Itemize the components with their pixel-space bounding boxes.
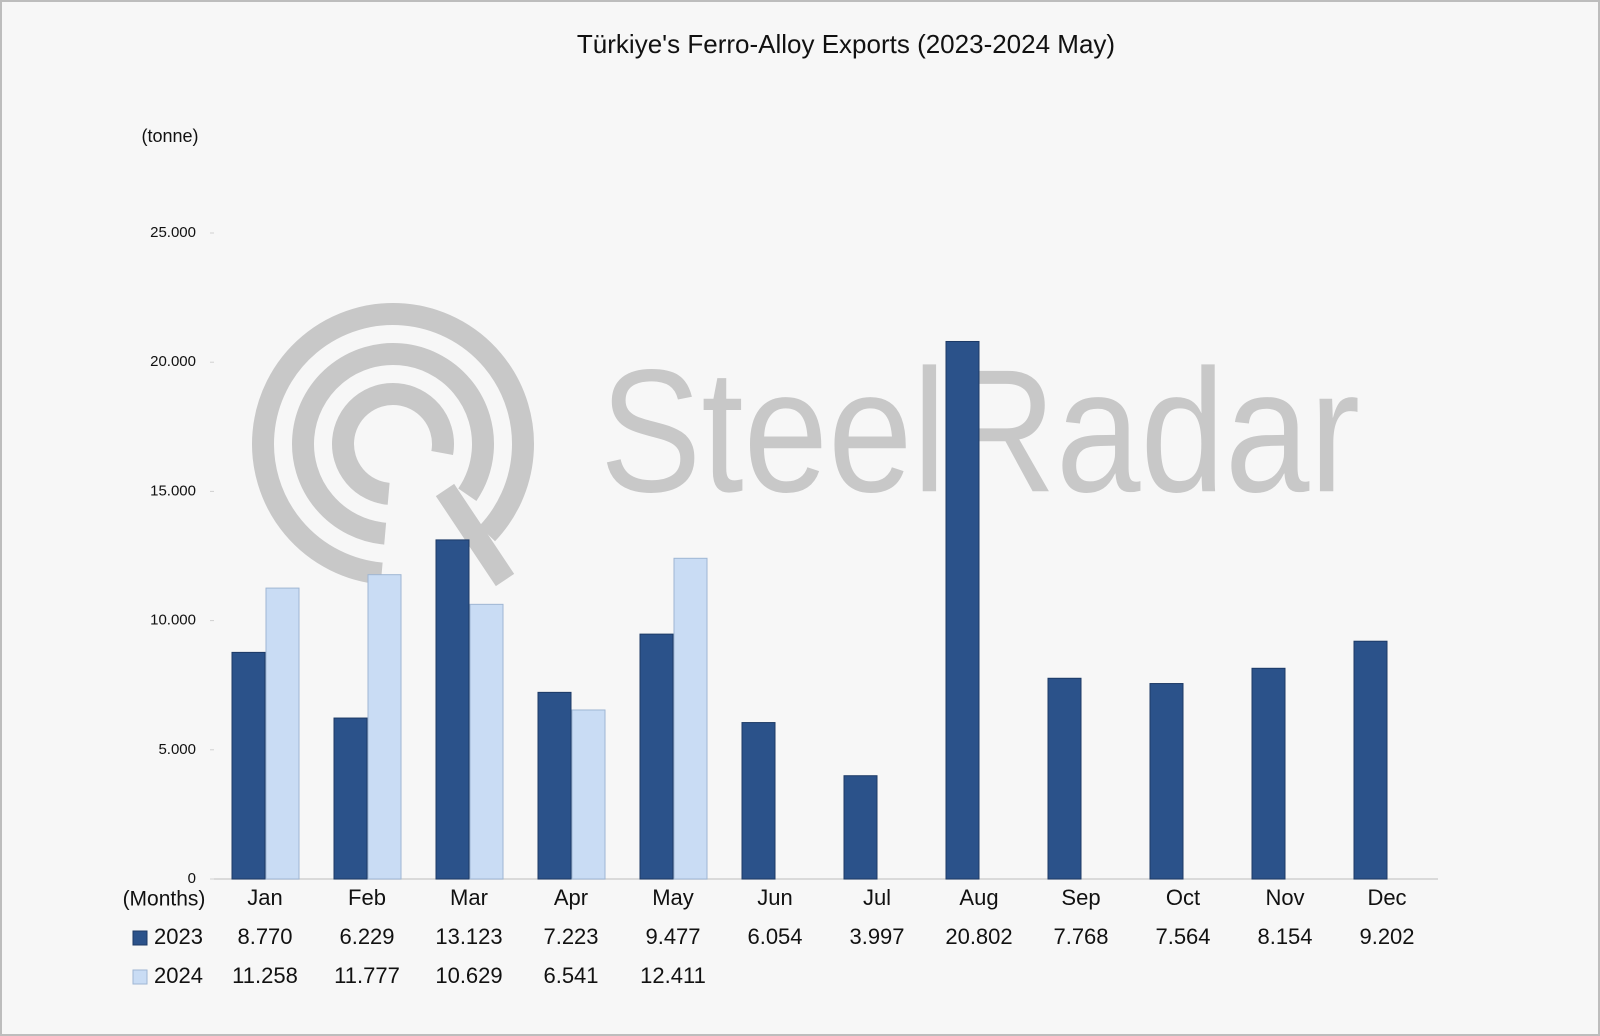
y-tick-label: 5.000 [158, 741, 196, 758]
bar [435, 539, 470, 880]
watermark-logo [252, 303, 534, 587]
x-tick-label: Sep [1061, 885, 1100, 910]
bar [333, 717, 368, 880]
x-tick-label: Aug [959, 885, 998, 910]
legend-swatch [132, 930, 148, 946]
chart-title: Türkiye's Ferro-Alloy Exports (2023-2024… [577, 29, 1115, 59]
bar [639, 633, 674, 880]
x-tick-label: Apr [554, 885, 588, 910]
bar [1047, 677, 1082, 880]
y-tick-label: 10.000 [150, 612, 196, 629]
legend-swatch [132, 969, 148, 985]
x-tick-label: Dec [1367, 885, 1406, 910]
data-label: 12.411 [640, 963, 706, 988]
bar [571, 709, 606, 880]
y-axis-label: (tonne) [141, 126, 198, 146]
x-tick-label: Feb [348, 885, 386, 910]
bar [469, 603, 504, 880]
y-tick-label: 0 [188, 870, 196, 887]
watermark: SteelRadar [600, 334, 1360, 529]
y-tick-label: 25.000 [150, 224, 196, 241]
data-label: 11.777 [334, 963, 400, 988]
x-tick-label: Oct [1166, 885, 1200, 910]
bar [537, 691, 572, 880]
bar [741, 722, 776, 880]
legend-label: 2024 [154, 963, 203, 988]
bar [367, 574, 402, 880]
data-label: 7.768 [1053, 924, 1108, 949]
x-tick-label: Nov [1265, 885, 1304, 910]
x-tick-label: Jan [247, 885, 282, 910]
legend-label: 2023 [154, 924, 203, 949]
data-label: 6.054 [747, 924, 802, 949]
data-label: 3.997 [849, 924, 904, 949]
bar [843, 775, 878, 880]
x-tick-label: Jul [863, 885, 891, 910]
data-label: 9.202 [1359, 924, 1414, 949]
bar [945, 340, 980, 880]
bar [265, 587, 300, 880]
bar [1251, 667, 1286, 880]
x-tick-label: Jun [757, 885, 792, 910]
bar [1353, 640, 1388, 880]
data-label: 7.223 [543, 924, 598, 949]
data-label: 8.770 [237, 924, 292, 949]
bar [231, 651, 266, 880]
data-label: 20.802 [945, 924, 1012, 949]
x-tick-label: Mar [450, 885, 488, 910]
data-label: 8.154 [1257, 924, 1312, 949]
data-label: 7.564 [1155, 924, 1210, 949]
data-label: 6.541 [543, 963, 598, 988]
data-label: 10.629 [435, 963, 502, 988]
data-label: 6.229 [339, 924, 394, 949]
y-tick-label: 15.000 [150, 482, 196, 499]
bar [673, 557, 708, 880]
data-label: 13.123 [435, 924, 502, 949]
bar [1149, 683, 1184, 880]
x-axis-label: (Months) [123, 888, 206, 911]
data-label: 11.258 [232, 963, 298, 988]
data-label: 9.477 [645, 924, 700, 949]
x-tick-label: May [652, 885, 694, 910]
y-tick-label: 20.000 [150, 353, 196, 370]
